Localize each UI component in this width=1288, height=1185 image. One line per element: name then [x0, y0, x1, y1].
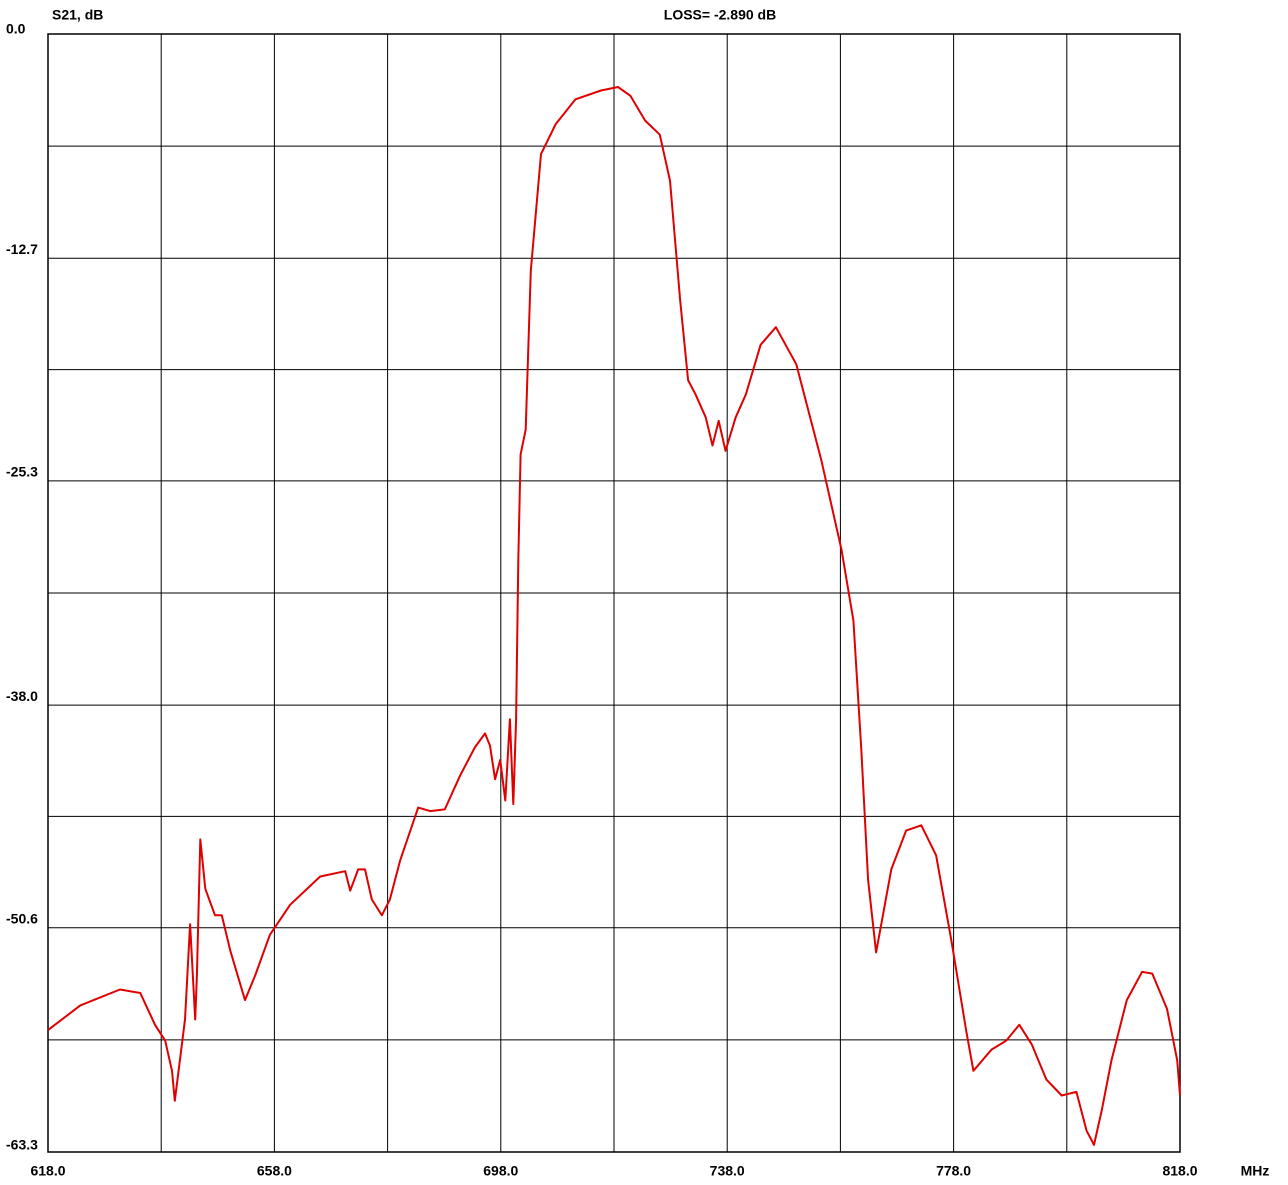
y-tick-label: -12.7	[6, 241, 38, 257]
y-tick-label: -63.3	[6, 1137, 38, 1153]
y-axis-label: S21, dB	[52, 7, 103, 23]
x-tick-label: 738.0	[710, 1163, 745, 1179]
x-tick-label: 698.0	[483, 1163, 518, 1179]
y-tick-label: -25.3	[6, 464, 38, 480]
x-tick-label: 618.0	[30, 1163, 65, 1179]
trace	[47, 86, 1181, 1146]
chart-title: LOSS= -2.890 dB	[664, 7, 776, 23]
y-tick-label: -50.6	[6, 910, 38, 926]
x-axis-label: MHz	[1241, 1163, 1270, 1179]
x-tick-label: 658.0	[257, 1163, 292, 1179]
x-tick-label: 778.0	[936, 1163, 971, 1179]
y-tick-label: -38.0	[6, 688, 38, 704]
y-tick-label: 0.0	[6, 21, 26, 37]
x-tick-label: 818.0	[1162, 1163, 1197, 1179]
